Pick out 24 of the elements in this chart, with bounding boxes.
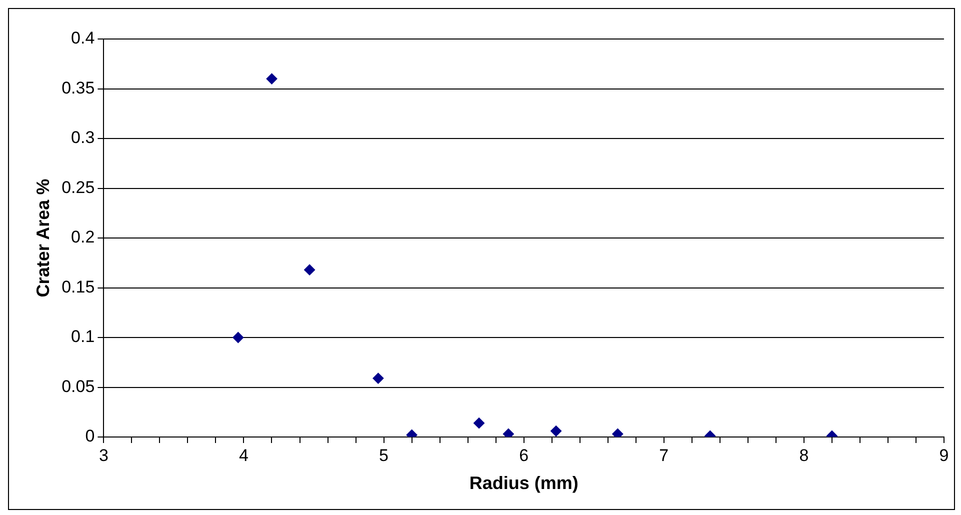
y-tick-label: 0.25 <box>62 178 95 197</box>
y-axis-title: Crater Area % <box>32 178 53 298</box>
x-tick-label: 7 <box>659 446 669 465</box>
y-tick-label: 0.3 <box>71 128 95 148</box>
point <box>266 73 278 84</box>
y-tick-label: 0.35 <box>62 78 95 98</box>
x-tick-label: 4 <box>239 446 248 465</box>
x-tick-label: 3 <box>98 446 108 465</box>
x-tick-label: 9 <box>939 446 949 465</box>
y-tick-label: 0.05 <box>62 376 95 396</box>
y-tick-label: 0.2 <box>71 228 95 247</box>
y-tick-label: 0.4 <box>71 28 95 48</box>
y-tick-label: 0.1 <box>71 327 95 346</box>
x-tick-label: 5 <box>379 446 389 465</box>
point <box>304 264 316 276</box>
point <box>550 426 562 437</box>
y-tick-label: 0 <box>85 426 95 446</box>
y-tick-label: 0.15 <box>62 277 95 296</box>
x-tick-label: 6 <box>519 446 529 465</box>
point <box>232 332 244 343</box>
point <box>474 418 485 429</box>
x-axis-title: Radius (mm) <box>469 473 578 494</box>
point <box>372 372 384 384</box>
x-tick-label: 8 <box>799 446 809 465</box>
